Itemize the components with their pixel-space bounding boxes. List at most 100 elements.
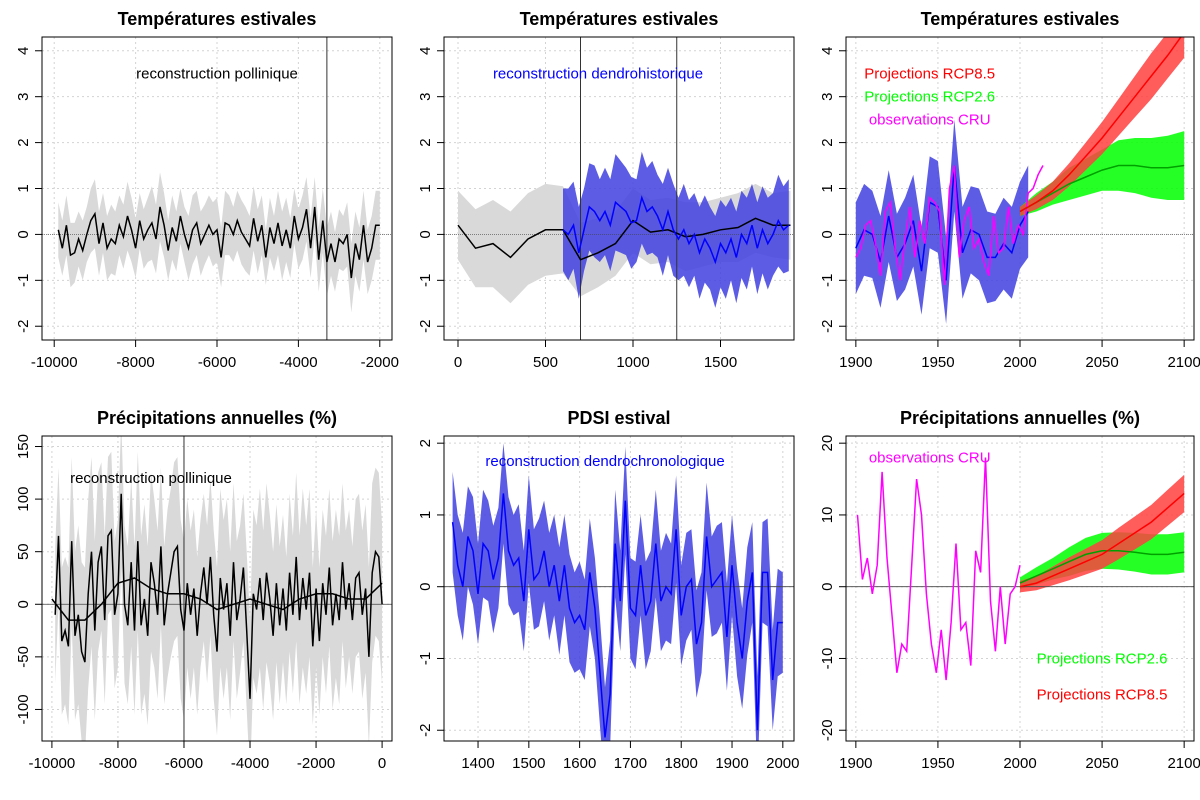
x-tick-label: -4000 — [231, 755, 269, 772]
x-tick-label: 1400 — [461, 755, 494, 772]
x-tick-label: 1000 — [616, 354, 649, 371]
x-tick-label: 0 — [454, 354, 462, 371]
x-tick-label: -2000 — [361, 354, 399, 371]
y-tick-label: 0 — [15, 600, 32, 608]
series-line-2 — [1019, 550, 1185, 584]
x-tick-label: 500 — [533, 354, 558, 371]
annotation-label: Projections RCP8.5 — [864, 66, 995, 83]
y-tick-label: -2 — [819, 320, 836, 333]
y-tick-label: 150 — [15, 434, 32, 459]
panel-5: 1400 1500 1600 1700 1800 1900 2000 -2 -1 0 1 2 PDSI … — [417, 408, 800, 772]
y-tick-label: 1 — [819, 184, 836, 192]
y-tick-label: 100 — [15, 487, 32, 512]
y-tick-label: -2 — [417, 724, 434, 737]
annotation-label: reconstruction pollinique — [70, 470, 232, 487]
uncertainty-band-1 — [55, 436, 383, 741]
y-tick-label: -10 — [819, 648, 836, 670]
x-tick-label: 1950 — [921, 755, 954, 772]
x-tick-label: 2050 — [1085, 755, 1118, 772]
panel-title: Températures estivales — [921, 9, 1120, 29]
x-tick-label: -8000 — [99, 755, 137, 772]
x-tick-label: -10000 — [31, 354, 78, 371]
uncertainty-band-4 — [1020, 37, 1185, 216]
annotation-label: reconstruction dendrohistorique — [493, 66, 703, 83]
panel-title: Précipitations annuelles (%) — [900, 408, 1140, 428]
y-tick-label: 1 — [417, 511, 434, 519]
panel-title: Précipitations annuelles (%) — [97, 408, 337, 428]
panel-6: 1900 1950 2000 2050 2100 -20 -10 0 10 20 Précipita… — [819, 408, 1200, 772]
x-tick-label: 1950 — [921, 354, 954, 371]
annotation-label: reconstruction pollinique — [136, 66, 298, 83]
y-tick-label: 4 — [417, 47, 434, 55]
x-tick-label: 1800 — [665, 755, 698, 772]
y-tick-label: 2 — [417, 439, 434, 447]
plot-frame — [443, 435, 795, 742]
x-tick-label: 0 — [378, 755, 386, 772]
y-tick-label: -1 — [417, 274, 434, 287]
panel-title: Températures estivales — [520, 9, 719, 29]
panel-2: 0 500 1000 1500 -2 -1 0 1 2 3 4 Températures estiva… — [417, 9, 795, 371]
y-tick-label: -1 — [417, 652, 434, 665]
panel-title: Températures estivales — [118, 9, 317, 29]
x-tick-label: -8000 — [116, 354, 154, 371]
plot-frame — [41, 435, 393, 742]
x-tick-label: 2000 — [1003, 755, 1036, 772]
x-tick-label: 2000 — [766, 755, 799, 772]
y-tick-label: -50 — [15, 646, 32, 668]
x-tick-label: 1700 — [614, 755, 647, 772]
series-line-3 — [1019, 492, 1185, 588]
uncertainty-band-3 — [1020, 474, 1185, 593]
uncertainty-band-3 — [1020, 131, 1185, 216]
annotation-label: reconstruction dendrochronologique — [485, 453, 724, 470]
y-tick-label: 10 — [819, 507, 836, 524]
series-line-3 — [1019, 164, 1185, 213]
series-line-2 — [562, 195, 790, 265]
x-tick-label: 2050 — [1085, 354, 1118, 371]
y-tick-label: 3 — [15, 93, 32, 101]
x-tick-label: 1900 — [715, 755, 748, 772]
series-line-2 — [855, 165, 1044, 285]
panel-4: -10000 -8000 -6000 -4000 -2000 0 -100 -50 0 50 100… — [15, 408, 393, 772]
x-tick-label: -6000 — [165, 755, 203, 772]
y-tick-label: 1 — [417, 184, 434, 192]
y-tick-label: 1 — [15, 184, 32, 192]
annotation-label: observations CRU — [869, 450, 991, 467]
x-tick-label: 1900 — [839, 354, 872, 371]
y-tick-label: 2 — [819, 138, 836, 146]
series-line-1 — [856, 457, 1021, 681]
series-line-1 — [457, 217, 791, 261]
x-tick-label: -2000 — [297, 755, 335, 772]
x-tick-label: 1600 — [563, 755, 596, 772]
y-tick-label: -2 — [15, 320, 32, 333]
y-tick-label: 20 — [819, 435, 836, 452]
x-tick-label: 1500 — [512, 755, 545, 772]
y-tick-label: 0 — [819, 230, 836, 238]
annotation-label: Projections RCP2.6 — [1037, 650, 1168, 667]
panel-3: 1900 1950 2000 2050 2100 -2 -1 0 1 2 3 4 Température… — [819, 9, 1200, 371]
y-tick-label: 4 — [819, 47, 836, 55]
y-tick-label: 0 — [15, 230, 32, 238]
series-line-1 — [451, 493, 783, 738]
x-tick-label: -10000 — [29, 755, 76, 772]
y-tick-label: 2 — [15, 138, 32, 146]
uncertainty-band-1 — [855, 119, 1029, 324]
y-tick-label: -1 — [819, 274, 836, 287]
y-tick-label: 0 — [417, 230, 434, 238]
y-tick-label: 4 — [15, 47, 32, 55]
plot-area — [42, 436, 392, 741]
annotation-label: Projections RCP2.6 — [864, 89, 995, 106]
x-tick-label: 2100 — [1167, 354, 1200, 371]
series-line-4 — [1019, 37, 1182, 213]
y-tick-label: 3 — [417, 93, 434, 101]
x-tick-label: -4000 — [279, 354, 317, 371]
x-tick-label: 2100 — [1167, 755, 1200, 772]
y-tick-label: 3 — [819, 93, 836, 101]
x-tick-label: 1900 — [839, 755, 872, 772]
y-tick-label: -1 — [15, 274, 32, 287]
panel-title: PDSI estival — [567, 408, 670, 428]
y-tick-label: 2 — [417, 138, 434, 146]
y-tick-label: -20 — [819, 719, 836, 741]
x-tick-label: 1500 — [704, 354, 737, 371]
plot-area — [444, 37, 794, 340]
